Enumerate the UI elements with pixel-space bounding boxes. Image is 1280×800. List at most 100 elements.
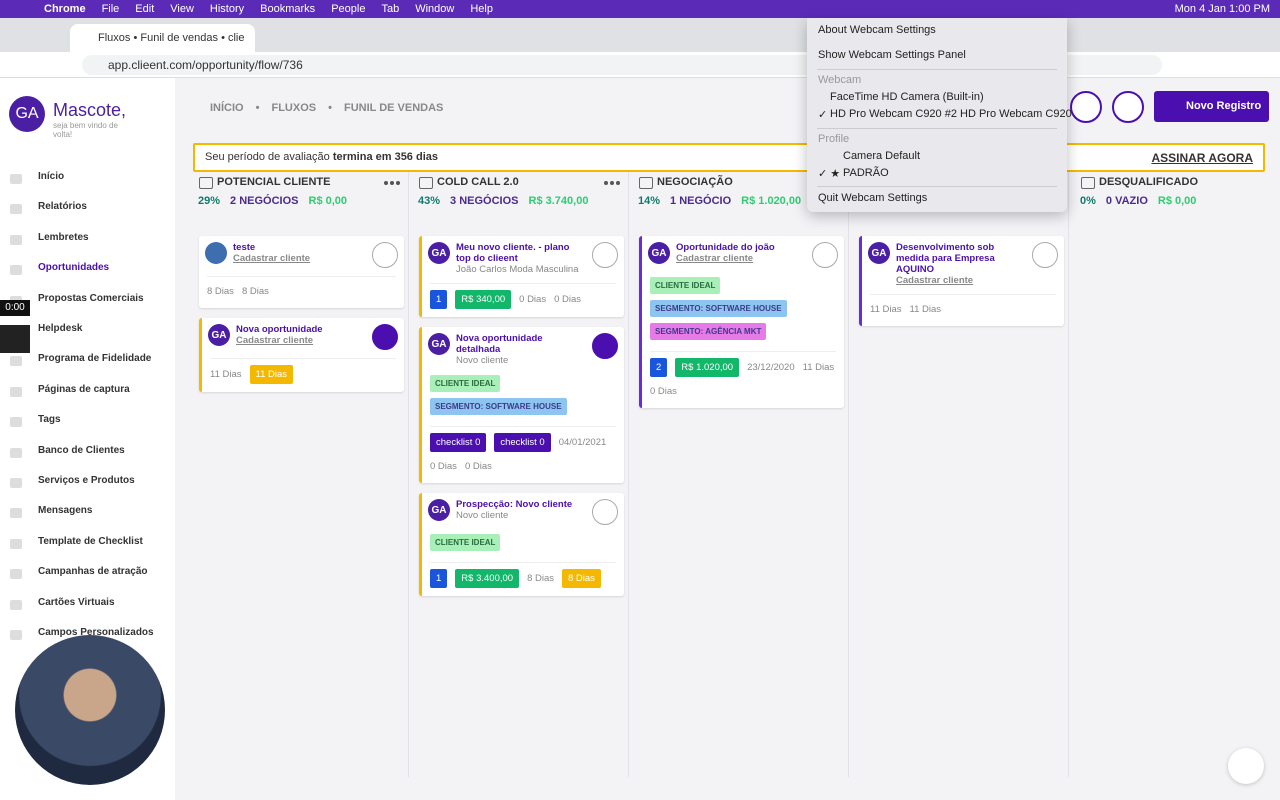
- badge: 8 Dias: [527, 573, 554, 584]
- user-avatar[interactable]: GA: [9, 96, 45, 132]
- column: COLD CALL 2.0 43% 3 NEGÓCIOS R$ 3.740,00 GA M…: [413, 172, 629, 777]
- dot: [390, 181, 394, 185]
- trial-banner: Seu período de avaliação termina em 356 …: [193, 143, 1265, 172]
- dropdown-menu: About Webcam Settings Show Webcam Setting…: [807, 18, 1072, 212]
- menu-item[interactable]: Edit: [135, 3, 155, 15]
- nav-item[interactable]: Tags: [38, 414, 61, 426]
- card-subtitle: Cadastrar cliente: [896, 275, 974, 286]
- pin[interactable]: [372, 324, 398, 350]
- nav-item[interactable]: Início: [38, 171, 65, 182]
- menu-item[interactable]: History: [209, 3, 245, 15]
- pin[interactable]: [812, 242, 838, 268]
- menu-item[interactable]: People: [331, 3, 366, 15]
- menu-item[interactable]: Tab: [381, 3, 400, 15]
- deal-count: 0 VAZIO: [1105, 195, 1148, 207]
- nav-icon: [10, 174, 22, 184]
- new-button[interactable]: Novo Registro: [1154, 91, 1269, 122]
- menu-entry[interactable]: FaceTime HD Camera (Built-in): [830, 91, 984, 103]
- card[interactable]: GA Nova oportunidade detalhada Novo client…: [419, 327, 624, 483]
- tags: CLIENTE IDEAL SEGMENTO: SOFTWARE HOUSE SEG…: [650, 274, 836, 343]
- amount: R$ 1.020,00: [741, 195, 802, 207]
- nav-item[interactable]: Relatórios: [38, 201, 87, 213]
- card[interactable]: GA Desenvolvimento sob medida para Empres…: [859, 236, 1064, 326]
- menu-item[interactable]: Help: [470, 3, 493, 15]
- card[interactable]: teste Cadastrar cliente 8 Dias 8 Dias: [199, 236, 404, 308]
- badges: 1 R$ 340,00 0 Dias 0 Dias: [430, 283, 616, 309]
- nav-item[interactable]: Cartões Virtuais: [38, 596, 115, 608]
- column-stats: 14% 1 NEGÓCIO R$ 1.020,00: [638, 195, 801, 207]
- percent: 43%: [418, 195, 441, 207]
- report-button[interactable]: [1112, 91, 1144, 123]
- card[interactable]: GA Meu novo cliente. - plano top do cliee…: [419, 236, 624, 317]
- pin[interactable]: [372, 242, 398, 268]
- card-head: GA Oportunidade do joão Cadastrar cliente: [648, 242, 838, 268]
- nav-item[interactable]: Template de Checklist: [38, 535, 143, 547]
- webcam-overlay: [15, 635, 165, 785]
- pin[interactable]: [592, 242, 618, 268]
- nav-item[interactable]: Campanhas de atração: [38, 566, 148, 578]
- nav-item[interactable]: Lembretes: [38, 231, 89, 243]
- menu-item[interactable]: View: [170, 3, 194, 15]
- menu-item[interactable]: Window: [415, 3, 455, 15]
- search-button[interactable]: [1070, 91, 1102, 123]
- column-icon: [1081, 177, 1095, 189]
- amount: R$ 3.740,00: [528, 195, 589, 207]
- badges: 11 Dias 11 Dias: [210, 358, 396, 384]
- tab[interactable]: Fluxos • Funil de vendas • clie: [70, 24, 255, 52]
- menu-entry[interactable]: About Webcam Settings: [818, 24, 936, 36]
- card-title: Desenvolvimento sob medida para Empresa …: [896, 242, 995, 275]
- column: DESQUALIFICADO 0% 0 VAZIO R$ 0,00: [1075, 172, 1280, 777]
- card[interactable]: GA Oportunidade do joão Cadastrar cliente C…: [639, 236, 844, 408]
- record-button[interactable]: [0, 325, 30, 353]
- column-icon: [639, 177, 653, 189]
- menu-entry[interactable]: HD Pro Webcam C920 #2 HD Pro Webcam C920: [830, 108, 1072, 120]
- pin[interactable]: [592, 333, 618, 359]
- crumb[interactable]: FLUXOS: [271, 102, 317, 114]
- avatar: GA: [428, 242, 450, 264]
- card[interactable]: GA Nova oportunidade Cadastrar cliente 11 D…: [199, 318, 404, 392]
- pin[interactable]: [1032, 242, 1058, 268]
- menu-entry: Webcam: [818, 74, 862, 86]
- badge: 0 Dias: [519, 294, 547, 305]
- nav-item[interactable]: Campos Personalizados: [38, 627, 154, 638]
- card-list: teste Cadastrar cliente 8 Dias 8 Dias GA Nova…: [199, 236, 404, 392]
- column-menu[interactable]: [604, 181, 620, 185]
- badge: 8 Dias: [207, 286, 234, 297]
- nav-item[interactable]: Propostas Comerciais: [38, 292, 144, 304]
- menu-entry[interactable]: Camera Default: [843, 150, 921, 162]
- app-name[interactable]: Chrome: [44, 3, 86, 15]
- badge: 0 Dias: [554, 294, 582, 305]
- column-title: COLD CALL 2.0: [437, 176, 519, 188]
- nav-item[interactable]: Oportunidades: [38, 262, 110, 274]
- check-mark: ✓: [818, 109, 828, 121]
- column-title: POTENCIAL CLIENTE: [217, 176, 331, 188]
- nav-item[interactable]: Programa de Fidelidade: [38, 353, 152, 365]
- avatar: GA: [648, 242, 670, 264]
- menu-entry[interactable]: PADRÃO: [843, 167, 889, 179]
- menu-entry[interactable]: Quit Webcam Settings: [818, 192, 928, 204]
- badges: 8 Dias 8 Dias: [207, 276, 396, 300]
- card-subtitle: Cadastrar cliente: [676, 253, 754, 264]
- brand: Mascote,: [53, 100, 127, 120]
- menu-entry[interactable]: Show Webcam Settings Panel: [818, 49, 966, 61]
- card[interactable]: GA Prospecção: Novo cliente Novo cliente CL…: [419, 493, 624, 596]
- card-head: GA Desenvolvimento sob medida para Empres…: [868, 242, 1058, 286]
- menu-item[interactable]: Bookmarks: [260, 3, 316, 15]
- nav-item[interactable]: Banco de Clientes: [38, 444, 125, 456]
- nav-item[interactable]: Páginas de captura: [38, 383, 130, 395]
- tag: SEGMENTO: AGÊNCIA MKT: [650, 323, 767, 340]
- card-head: GA Prospecção: Novo cliente Novo cliente: [428, 499, 618, 525]
- subscribe-link[interactable]: ASSINAR AGORA: [1151, 151, 1253, 165]
- badges: 11 Dias 11 Dias: [870, 294, 1056, 318]
- magic-button[interactable]: [1228, 748, 1264, 784]
- crumb[interactable]: INÍCIO: [210, 102, 244, 114]
- badge: R$ 3.400,00: [455, 569, 520, 588]
- menu-item[interactable]: File: [101, 3, 120, 15]
- column-menu[interactable]: [384, 181, 400, 185]
- badge: 8 Dias: [562, 569, 601, 588]
- pin[interactable]: [592, 499, 618, 525]
- crumb[interactable]: FUNIL DE VENDAS: [343, 102, 444, 114]
- nav-item[interactable]: Mensagens: [38, 505, 93, 517]
- nav-item[interactable]: Serviços e Produtos: [38, 475, 135, 486]
- nav-item[interactable]: Helpdesk: [38, 323, 83, 334]
